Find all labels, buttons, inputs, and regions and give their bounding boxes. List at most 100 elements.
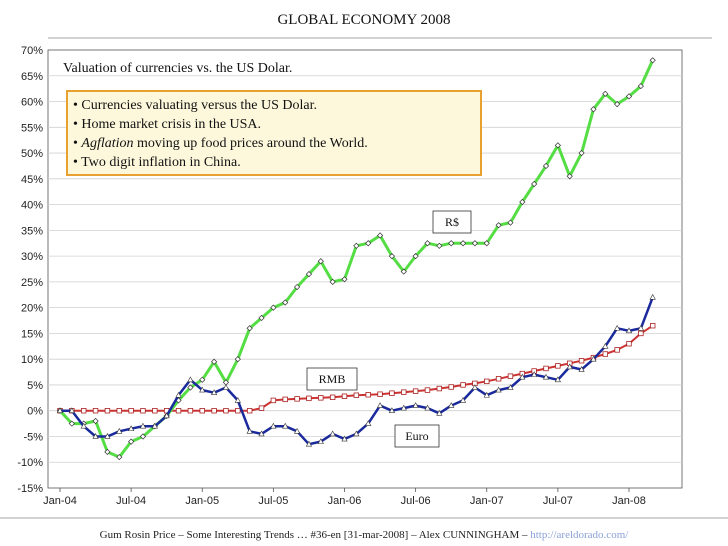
rmb-point [341, 393, 348, 399]
brl-point [388, 253, 396, 260]
rmb-point [187, 408, 194, 414]
y-tick-label: 70% [21, 45, 43, 57]
x-tick-label: Jan-04 [43, 495, 77, 507]
euro-point [637, 324, 644, 331]
brl-point [412, 253, 419, 260]
euro-point [104, 433, 111, 439]
euro-point [305, 440, 313, 447]
x-tick-label: Jan-05 [185, 495, 219, 507]
brl-point [282, 299, 289, 306]
euro-point [412, 402, 419, 408]
x-tick-label: Jul-07 [543, 495, 573, 507]
footer: Gum Rosin Price – Some Interesting Trend… [100, 529, 630, 541]
y-tick-label: 65% [21, 71, 43, 83]
rmb-point [460, 382, 466, 388]
euro-point [578, 366, 585, 372]
brl-point [507, 219, 514, 226]
euro-point [163, 412, 170, 419]
rmb-point [175, 408, 182, 414]
footer-text: Gum Rosin Price – Some Interesting Trend… [100, 529, 531, 541]
euro-point [293, 427, 301, 434]
euro-point [554, 376, 561, 383]
rmb-point [329, 394, 336, 401]
y-tick-label: 25% [21, 277, 43, 289]
euro-point [222, 384, 230, 390]
y-tick-label: 45% [21, 174, 43, 186]
brl-point [637, 82, 644, 90]
euro-label-box [394, 424, 440, 448]
rmb-point [235, 408, 241, 414]
brl-point [590, 106, 597, 113]
brl-point [542, 162, 550, 170]
brl-point [400, 268, 407, 275]
brl-point [554, 142, 561, 149]
brl-point [614, 101, 621, 108]
brl-point [199, 376, 206, 383]
euro-point [329, 430, 336, 437]
rmb-point [318, 395, 324, 401]
euro-point [282, 422, 289, 429]
brl-point [495, 222, 502, 229]
brl-point [128, 438, 135, 445]
x-tick-label: Jan-06 [328, 495, 362, 507]
brl-point [258, 314, 265, 322]
euro-point [56, 407, 64, 414]
chart-title: GLOBAL ECONOMY 2008 [277, 12, 450, 28]
euro-point [400, 404, 407, 411]
brl-point [602, 90, 609, 97]
euro-point [80, 422, 87, 429]
brl-point [234, 356, 241, 363]
rmb-point [294, 396, 300, 402]
brl-point [578, 149, 585, 157]
y-tick-label: 5% [27, 380, 43, 392]
brl-point [116, 453, 123, 461]
euro-point [649, 293, 656, 300]
euro-point [566, 363, 573, 370]
euro-point [448, 402, 455, 408]
x-tick-label: Jul-04 [116, 495, 146, 507]
rmb-point [223, 408, 229, 414]
rmb-point [412, 388, 419, 394]
x-tick-label: Jan-07 [470, 495, 504, 507]
bullet-3: • Agflation moving up food prices around… [73, 136, 368, 151]
rmb-point [377, 391, 383, 397]
brl-point [353, 242, 360, 249]
brl-label-box [432, 210, 472, 234]
euro-point [376, 402, 384, 408]
rmb-point [104, 408, 111, 414]
rmb-point [578, 358, 585, 364]
brl-point [471, 240, 478, 247]
y-tick-label: 55% [21, 122, 43, 134]
euro-point [625, 327, 633, 334]
brl-point [459, 240, 467, 247]
euro-point [365, 420, 372, 426]
x-tick-label: Jul-05 [258, 495, 288, 507]
rmb-point [152, 408, 158, 414]
euro-point [116, 427, 123, 434]
brl-point [365, 240, 372, 247]
brl-point [211, 358, 218, 365]
rmb-point [282, 396, 288, 403]
euro-point [258, 430, 265, 437]
euro-series [56, 293, 656, 447]
euro-point [507, 384, 514, 390]
euro-point [602, 342, 609, 349]
brl-point [293, 283, 301, 291]
x-tick-label: Jan-08 [612, 495, 646, 507]
rmb-point [246, 408, 253, 414]
brl-point [436, 242, 443, 249]
brl-point [448, 240, 455, 247]
rmb-point [650, 322, 656, 329]
footer-link[interactable]: http://areldorado.com/ [530, 529, 629, 541]
rmb-point [116, 408, 122, 414]
y-axis-ticks: -15% -10% -5% 0% 5% 10% 15% 20% 25% 30% 35% 40% 45% 5… [17, 45, 43, 495]
euro-point [483, 391, 490, 398]
euro-point [151, 422, 158, 429]
y-tick-label: 10% [21, 354, 43, 366]
rmb-point [92, 408, 99, 414]
y-tick-label: -15% [17, 483, 43, 495]
brl-point [329, 278, 336, 285]
rmb-point [365, 392, 371, 398]
